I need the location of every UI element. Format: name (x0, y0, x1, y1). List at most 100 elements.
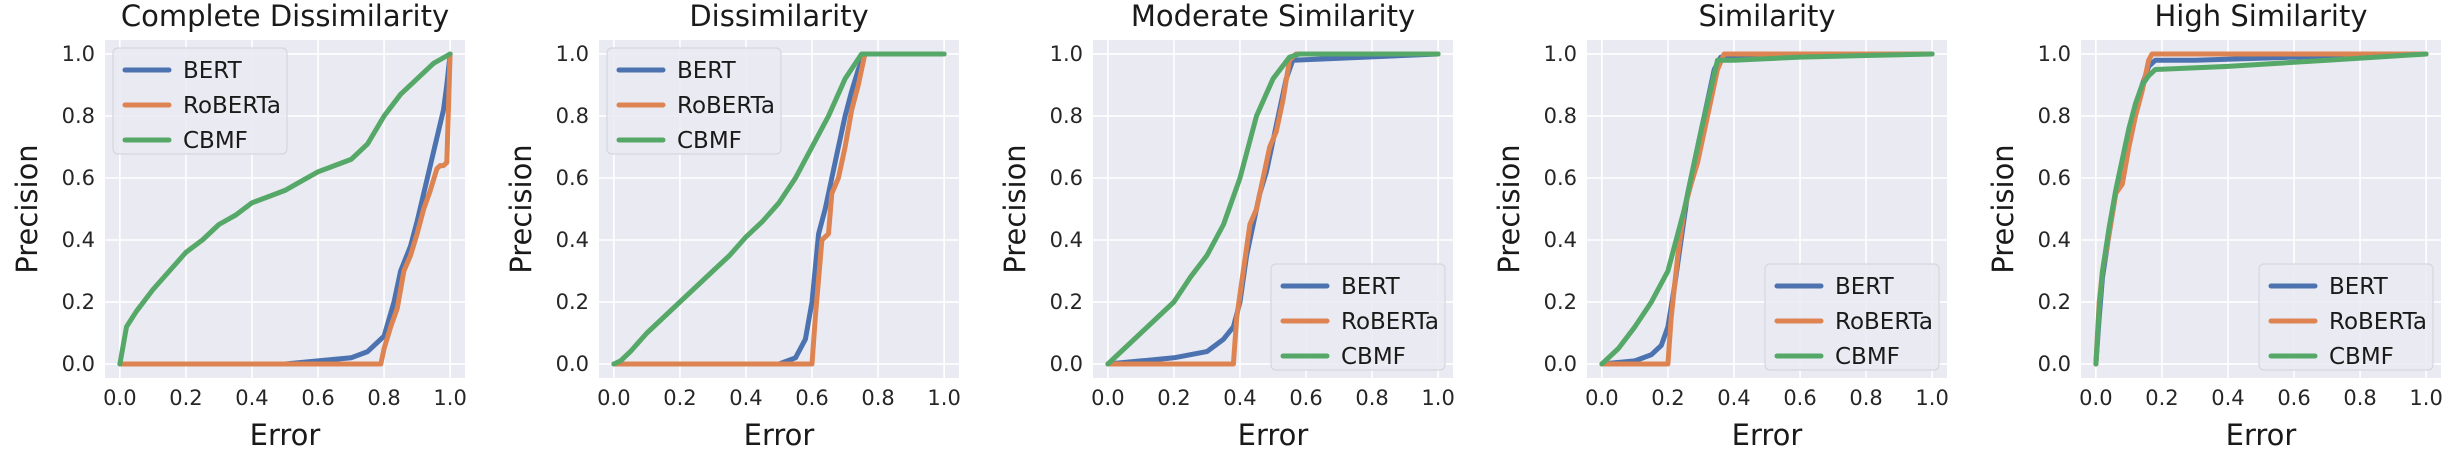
y-tick-label: 0.6 (1544, 166, 1577, 190)
x-tick-label: 0.6 (301, 386, 334, 410)
y-tick-label: 0.0 (2038, 352, 2071, 376)
y-tick-label: 0.0 (62, 352, 95, 376)
legend-label-cbmf: CBMF (1835, 344, 1900, 370)
x-tick-label: 0.0 (597, 386, 630, 410)
x-tick-label: 0.6 (795, 386, 828, 410)
legend-box (2258, 263, 2434, 371)
y-tick-label: 0.4 (556, 228, 589, 252)
x-tick-label: 0.8 (2343, 386, 2376, 410)
legend-box (606, 47, 782, 155)
x-tick-label: 0.0 (1585, 386, 1618, 410)
legend-box (1270, 263, 1446, 371)
series-line-bert (117, 51, 453, 367)
y-tick-label: 0.8 (556, 104, 589, 128)
x-tick-label: 0.2 (663, 386, 696, 410)
y-tick-label: 0.4 (62, 228, 95, 252)
chart-panel-1: Complete Dissimilarity 0.0 0.2 0.4 0.6 0.8 1.0… (10, 0, 467, 452)
x-tick-label: 0.0 (103, 386, 136, 410)
legend-box (112, 47, 288, 155)
series-line-cbmf (2093, 51, 2429, 367)
legend-label-roberta: RoBERTa (183, 93, 281, 119)
x-tick-label: 0.4 (729, 386, 762, 410)
series-line-cbmf (1599, 51, 1935, 367)
y-tick-label: 1.0 (1544, 42, 1577, 66)
x-axis-label: Error (250, 418, 321, 452)
x-tick-label: 0.6 (1289, 386, 1322, 410)
y-tick-label: 0.6 (556, 166, 589, 190)
y-tick-label: 1.0 (2038, 42, 2071, 66)
y-tick-label: 1.0 (556, 42, 589, 66)
x-tick-label: 0.6 (1783, 386, 1816, 410)
y-tick-label: 0.2 (1544, 290, 1577, 314)
legend-label-bert: BERT (1835, 274, 1895, 300)
legend: BERT RoBERTa CBMF (2258, 263, 2434, 371)
legend: BERT RoBERTa CBMF (112, 47, 288, 155)
y-tick-label: 0.0 (556, 352, 589, 376)
chart-panel-5: High Similarity 0.0 0.2 0.4 0.6 0.8 1.0 0.0 0.2 0… (1986, 0, 2443, 452)
x-tick-label: 0.2 (1157, 386, 1190, 410)
x-tick-label: 0.4 (1717, 386, 1750, 410)
legend-label-roberta: RoBERTa (1835, 309, 1933, 335)
legend: BERT RoBERTa CBMF (1270, 263, 1446, 371)
legend-label-bert: BERT (677, 58, 737, 84)
y-axis-label: Precision (998, 144, 1032, 273)
y-tick-label: 0.8 (1544, 104, 1577, 128)
x-tick-label: 0.8 (1355, 386, 1388, 410)
legend-label-cbmf: CBMF (2329, 344, 2394, 370)
series-line-roberta (117, 51, 453, 367)
x-tick-label: 1.0 (433, 386, 466, 410)
legend-box (1764, 263, 1940, 371)
y-tick-label: 0.2 (1050, 290, 1083, 314)
y-tick-label: 0.2 (556, 290, 589, 314)
y-tick-label: 0.8 (1050, 104, 1083, 128)
x-tick-label: 0.2 (2145, 386, 2178, 410)
legend: BERT RoBERTa CBMF (606, 47, 782, 155)
chart-title: Moderate Similarity (1131, 0, 1415, 33)
x-tick-label: 0.6 (2277, 386, 2310, 410)
legend-label-roberta: RoBERTa (677, 93, 775, 119)
y-axis-label: Precision (1986, 144, 2020, 273)
y-tick-label: 0.6 (62, 166, 95, 190)
legend-label-bert: BERT (1341, 274, 1401, 300)
y-tick-label: 0.0 (1050, 352, 1083, 376)
y-tick-label: 0.4 (1544, 228, 1577, 252)
chart-panel-2: Dissimilarity 0.0 0.2 0.4 0.6 0.8 1.0 0.0 0.2 0.4… (504, 0, 961, 452)
chart-panel-4: Similarity 0.0 0.2 0.4 0.6 0.8 1.0 0.0 0.2 0.4 0.6… (1492, 0, 1949, 452)
y-tick-label: 1.0 (1050, 42, 1083, 66)
legend-label-cbmf: CBMF (677, 128, 742, 154)
y-tick-label: 0.6 (1050, 166, 1083, 190)
legend-label-bert: BERT (2329, 274, 2389, 300)
y-tick-label: 0.2 (62, 290, 95, 314)
x-axis-label: Error (1732, 418, 1803, 452)
x-tick-label: 0.8 (367, 386, 400, 410)
y-axis-label: Precision (1492, 144, 1526, 273)
chart-title: High Similarity (2155, 0, 2368, 33)
x-tick-label: 1.0 (1915, 386, 1948, 410)
y-tick-label: 0.8 (2038, 104, 2071, 128)
x-tick-label: 1.0 (2409, 386, 2442, 410)
series-line-bert (611, 51, 947, 367)
x-tick-label: 1.0 (1421, 386, 1454, 410)
y-tick-label: 0.8 (62, 104, 95, 128)
y-tick-label: 0.4 (2038, 228, 2071, 252)
x-axis-label: Error (1238, 418, 1309, 452)
legend-label-bert: BERT (183, 58, 243, 84)
chart-title: Complete Dissimilarity (121, 0, 449, 33)
x-axis-label: Error (2226, 418, 2297, 452)
y-tick-label: 0.6 (2038, 166, 2071, 190)
x-tick-label: 0.2 (169, 386, 202, 410)
x-tick-label: 0.0 (2079, 386, 2112, 410)
legend-label-roberta: RoBERTa (1341, 309, 1439, 335)
x-tick-label: 0.0 (1091, 386, 1124, 410)
series-line-cbmf (117, 51, 453, 367)
x-tick-label: 0.2 (1651, 386, 1684, 410)
legend-label-roberta: RoBERTa (2329, 309, 2427, 335)
y-axis-label: Precision (10, 144, 44, 273)
chart-panel-3: Moderate Similarity 0.0 0.2 0.4 0.6 0.8 1.0 0.0… (998, 0, 1455, 452)
series-line-roberta (611, 51, 947, 367)
y-tick-label: 0.4 (1050, 228, 1083, 252)
x-tick-label: 0.8 (1849, 386, 1882, 410)
x-tick-label: 0.8 (861, 386, 894, 410)
legend-label-cbmf: CBMF (1341, 344, 1406, 370)
